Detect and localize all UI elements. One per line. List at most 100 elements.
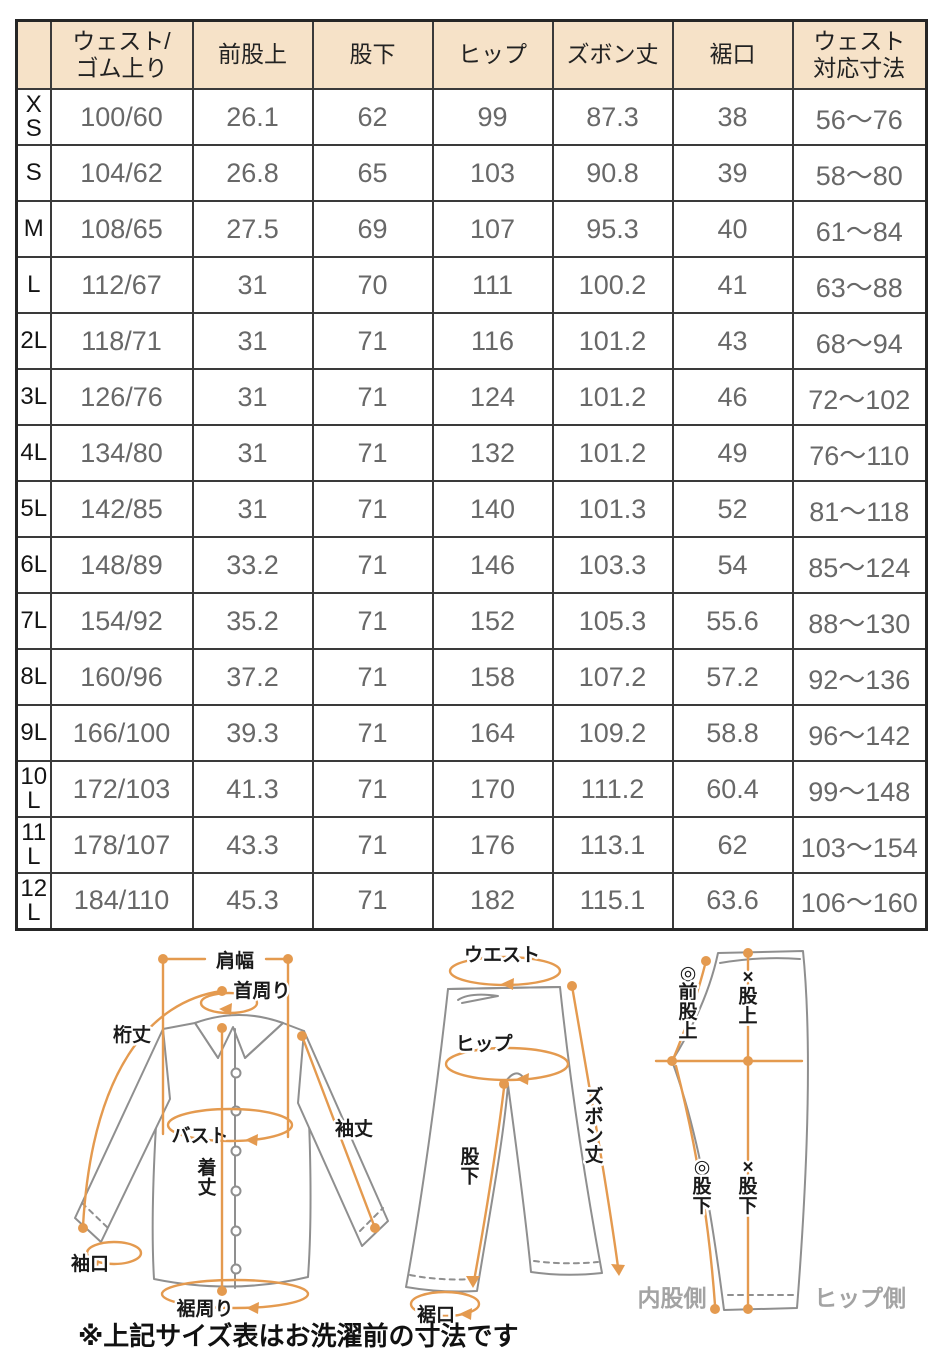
size-cell: 148/89 <box>49 536 194 594</box>
col-header-hem: 裾口 <box>671 19 794 90</box>
table-row: 2L 118/71 31 71 116 101.2 43 68〜94 <box>15 312 928 370</box>
size-label: 3L <box>15 368 52 426</box>
size-cell: 49 <box>671 424 794 482</box>
size-cell: 154/92 <box>49 592 194 650</box>
measurement-diagram-section: 肩幅 桁丈 首周り 袖丈 バスト 着丈 袖口 裾周り <box>0 931 940 1357</box>
size-label: 11L <box>15 816 52 874</box>
table-row: 5L 142/85 31 71 140 101.3 52 81〜118 <box>15 480 928 538</box>
size-cell: 31 <box>191 312 314 370</box>
table-row: 3L 126/76 31 71 124 101.2 46 72〜102 <box>15 368 928 426</box>
size-cell: 90.8 <box>551 144 674 202</box>
size-cell: 39.3 <box>191 704 314 762</box>
size-cell: 164 <box>431 704 554 762</box>
size-cell: 40 <box>671 200 794 258</box>
table-row: 10L 172/103 41.3 71 170 111.2 60.4 99〜148 <box>15 760 928 818</box>
size-cell: 55.6 <box>671 592 794 650</box>
neck-label: 首周り <box>233 979 290 1002</box>
size-cell: 71 <box>311 480 434 538</box>
size-cell: 140 <box>431 480 554 538</box>
size-cell: 88〜130 <box>791 592 928 650</box>
size-table: ウェスト/ ゴム上り 前股上 股下 ヒップ ズボン丈 裾口 ウェスト 対応寸法 … <box>15 19 928 931</box>
table-row: 9L 166/100 39.3 71 164 109.2 58.8 96〜142 <box>15 704 928 762</box>
size-cell: 71 <box>311 872 434 930</box>
inseam-back-label: ×股下 <box>738 1157 757 1217</box>
size-cell: 63.6 <box>671 872 794 930</box>
size-cell: 58.8 <box>671 704 794 762</box>
size-cell: 85〜124 <box>791 536 928 594</box>
size-cell: 71 <box>311 816 434 874</box>
size-cell: 166/100 <box>49 704 194 762</box>
pants-front-body <box>405 985 603 1292</box>
size-cell: 56〜76 <box>791 88 928 146</box>
size-cell: 58〜80 <box>791 144 928 202</box>
size-cell: 99 <box>431 88 554 146</box>
hip-side-label: ヒップ側 <box>814 1285 906 1311</box>
size-cell: 61〜84 <box>791 200 928 258</box>
size-cell: 178/107 <box>49 816 194 874</box>
size-cell: 116 <box>431 312 554 370</box>
inseam-front-label: ◎股下 <box>692 1157 711 1217</box>
size-cell: 182 <box>431 872 554 930</box>
size-cell: 35.2 <box>191 592 314 650</box>
size-cell: 152 <box>431 592 554 650</box>
pants-hip-label: ヒップ <box>455 1032 513 1055</box>
col-header-waist-range: ウェスト 対応寸法 <box>791 19 928 90</box>
size-cell: 70 <box>311 256 434 314</box>
size-cell: 96〜142 <box>791 704 928 762</box>
pants-side-diagram: ◎前股上 ×股上 ◎股下 ×股下 内股側 ヒップ側 <box>636 947 908 1314</box>
size-label: 7L <box>15 592 52 650</box>
size-label: S <box>15 144 52 202</box>
cuff-label: 袖口 <box>71 1252 109 1275</box>
size-cell: 176 <box>431 816 554 874</box>
size-cell: 146 <box>431 536 554 594</box>
size-cell: 100/60 <box>49 88 194 146</box>
table-row: 7L 154/92 35.2 71 152 105.3 55.6 88〜130 <box>15 592 928 650</box>
size-cell: 104/62 <box>49 144 194 202</box>
size-label: L <box>15 256 52 314</box>
size-cell: 101.2 <box>551 312 674 370</box>
size-cell: 31 <box>191 480 314 538</box>
pants-front-diagram: ウエスト ヒップ ズボン丈 股下 裾口 <box>405 941 625 1328</box>
size-cell: 57.2 <box>671 648 794 706</box>
size-label: 10L <box>15 760 52 818</box>
size-cell: 115.1 <box>551 872 674 930</box>
size-cell: 87.3 <box>551 88 674 146</box>
size-cell: 71 <box>311 368 434 426</box>
size-label: M <box>15 200 52 258</box>
size-cell: 92〜136 <box>791 648 928 706</box>
size-cell: 105.3 <box>551 592 674 650</box>
size-cell: 71 <box>311 312 434 370</box>
front-rise-label: ◎前股上 <box>678 963 697 1042</box>
size-cell: 52 <box>671 480 794 538</box>
size-cell: 108/65 <box>49 200 194 258</box>
size-cell: 69 <box>311 200 434 258</box>
shirt-collar <box>194 1013 284 1059</box>
size-cell: 111 <box>431 256 554 314</box>
table-row: 12L 184/110 45.3 71 182 115.1 63.6 106〜160 <box>15 872 928 930</box>
size-cell: 71 <box>311 704 434 762</box>
size-cell: 95.3 <box>551 200 674 258</box>
size-label: 12L <box>15 872 52 930</box>
size-table-body: XS 100/60 26.1 62 99 87.3 38 56〜76 S 104/62 26.… <box>15 88 928 930</box>
shoulder-width-label: 肩幅 <box>216 949 254 972</box>
table-row: 4L 134/80 31 71 132 101.2 49 76〜110 <box>15 424 928 482</box>
size-cell: 103 <box>431 144 554 202</box>
size-chart-section: ウェスト/ ゴム上り 前股上 股下 ヒップ ズボン丈 裾口 ウェスト 対応寸法 … <box>15 19 928 931</box>
size-cell: 41.3 <box>191 760 314 818</box>
size-cell: 27.5 <box>191 200 314 258</box>
rise-label: ×股上 <box>738 967 757 1027</box>
size-cell: 124 <box>431 368 554 426</box>
size-cell: 76〜110 <box>791 424 928 482</box>
shirt-left-sleeve <box>74 1027 171 1243</box>
size-cell: 126/76 <box>49 368 194 426</box>
size-cell: 71 <box>311 592 434 650</box>
size-cell: 170 <box>431 760 554 818</box>
size-cell: 100.2 <box>551 256 674 314</box>
size-label: 4L <box>15 424 52 482</box>
pants-side-body <box>671 949 809 1311</box>
size-cell: 158 <box>431 648 554 706</box>
col-header-front-rise: 前股上 <box>191 19 314 90</box>
yuki-length-label: 桁丈 <box>113 1023 151 1046</box>
size-cell: 26.8 <box>191 144 314 202</box>
size-cell: 101.2 <box>551 424 674 482</box>
